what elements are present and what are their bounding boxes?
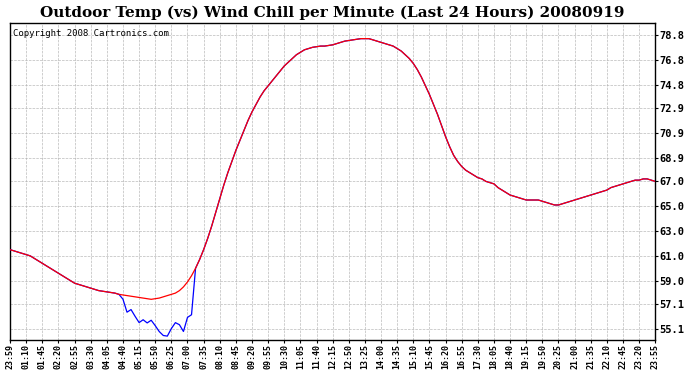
Text: Copyright 2008 Cartronics.com: Copyright 2008 Cartronics.com bbox=[13, 29, 169, 38]
Title: Outdoor Temp (vs) Wind Chill per Minute (Last 24 Hours) 20080919: Outdoor Temp (vs) Wind Chill per Minute … bbox=[41, 6, 625, 20]
